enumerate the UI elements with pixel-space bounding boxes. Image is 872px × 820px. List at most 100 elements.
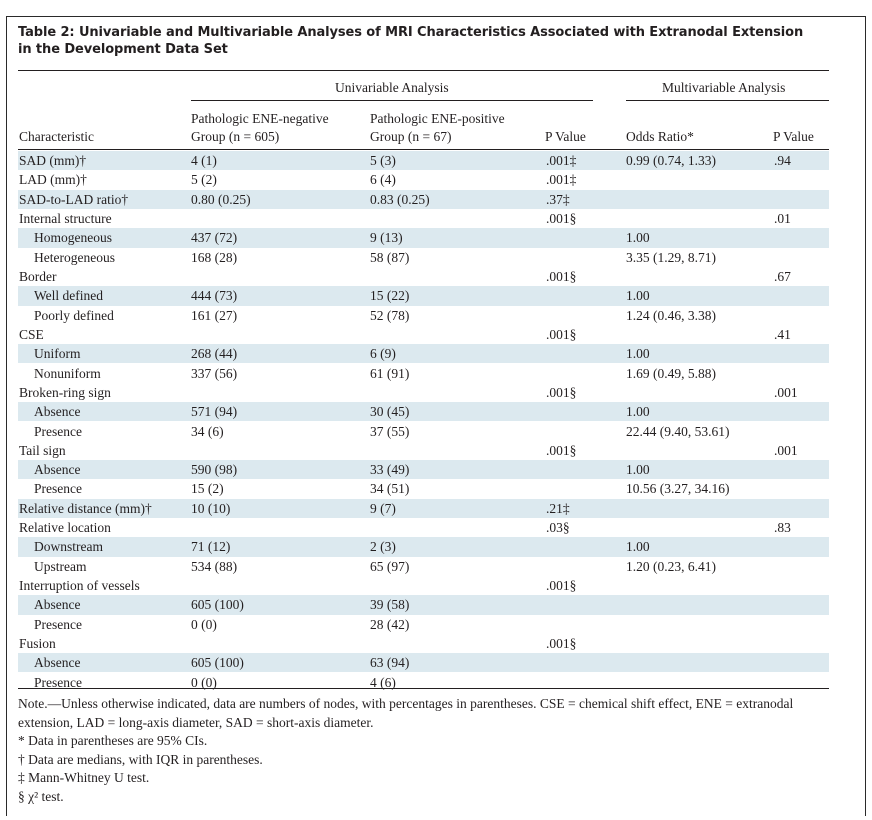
neg-group-cell: 0.80 (0.25): [191, 189, 370, 209]
characteristic-cell: Absence: [18, 653, 191, 673]
p-value-cell: [546, 248, 626, 267]
p-value-multi-cell: [774, 615, 829, 634]
neg-group-cell: 34 (6): [191, 423, 224, 439]
note-median: † Data are medians, with IQR in parenthe…: [18, 751, 263, 767]
neg-group-cell: [191, 518, 370, 537]
table-row: Relative distance (mm)† 10 (10) 9 (7) .21‡: [18, 498, 829, 518]
characteristic-cell: Poorly defined: [34, 307, 114, 323]
pos-group-cell: [370, 209, 546, 228]
neg-group-cell: 590 (98): [191, 460, 370, 480]
p-value-cell: .37‡: [546, 189, 626, 209]
note-main: Note.—Unless otherwise indicated, data a…: [18, 696, 794, 730]
neg-group-cell: 10 (10): [191, 498, 370, 518]
neg-group-cell: 534 (88): [191, 558, 238, 574]
neg-group-header: Pathologic ENE-negative Group (n = 605): [191, 110, 329, 146]
neg-group-cell: [191, 634, 370, 653]
neg-group-cell: [191, 267, 370, 286]
p-value-multi-header: P Value: [773, 129, 814, 144]
odds-ratio-cell: 1.69 (0.49, 5.88): [626, 365, 716, 381]
neg-group-cell: 571 (94): [191, 402, 370, 422]
p-value-multi-cell: [774, 653, 829, 673]
neg-group-cell: 605 (100): [191, 653, 370, 673]
p-value-multi-cell: .001: [774, 384, 798, 400]
odds-ratio-cell: 1.24 (0.46, 3.38): [626, 307, 716, 323]
odds-ratio-cell: 1.00: [626, 402, 774, 422]
multivariable-rule: [626, 100, 829, 101]
neg-group-cell: 605 (100): [191, 595, 370, 615]
neg-group-cell: 5 (2): [191, 172, 217, 188]
neg-group-cell: [191, 209, 370, 228]
p-value-cell: .001§: [546, 442, 577, 458]
p-value-cell: [546, 479, 626, 498]
table-row: Presence 0 (0) 4 (6): [18, 672, 829, 691]
odds-ratio-cell: [626, 189, 774, 209]
neg-group-cell: 0 (0): [191, 674, 217, 690]
results-table: SAD (mm)† 4 (1) 5 (3) .001‡ 0.99 (0.74, 1.33…: [18, 151, 829, 692]
table-row: Homogeneous 437 (72) 9 (13) 1.00: [18, 228, 829, 248]
neg-group-cell: 437 (72): [191, 228, 370, 248]
note-ci: * Data in parentheses are 95% CIs.: [18, 733, 208, 748]
odds-ratio-cell: [626, 615, 774, 634]
odds-ratio-cell: [626, 498, 774, 518]
p-value-cell: [546, 363, 626, 382]
odds-ratio-cell: 1.00: [626, 228, 774, 248]
neg-group-cell: 161 (27): [191, 307, 238, 323]
p-value-multi-cell: .001: [774, 442, 798, 458]
characteristic-cell: Border: [19, 269, 57, 285]
characteristic-cell: Nonuniform: [34, 365, 101, 381]
p-value-cell: .03§: [546, 520, 570, 536]
neg-group-cell: 4 (1): [191, 151, 370, 171]
characteristic-cell: Interruption of vessels: [19, 578, 140, 594]
table-row: Relative location .03§ .83: [18, 518, 829, 537]
table-row: Internal structure .001§ .01: [18, 209, 829, 228]
characteristic-cell: Homogeneous: [18, 228, 191, 248]
neg-group-cell: [191, 383, 370, 402]
characteristic-cell: LAD (mm)†: [19, 172, 87, 188]
pos-group-line1: Pathologic ENE-positive: [370, 111, 505, 126]
odds-ratio-cell: 3.35 (1.29, 8.71): [626, 249, 716, 265]
pos-group-cell: [370, 518, 546, 537]
pos-group-cell: 0.83 (0.25): [370, 189, 546, 209]
multivariable-header: Multivariable Analysis: [662, 80, 786, 95]
note-chi-square: § χ² test.: [18, 788, 64, 804]
characteristic-cell: Absence: [18, 595, 191, 615]
characteristic-cell: SAD (mm)†: [18, 151, 191, 171]
characteristic-cell: Tail sign: [19, 442, 66, 458]
p-value-multi-cell: [774, 402, 829, 422]
table-row: Absence 571 (94) 30 (45) 1.00: [18, 402, 829, 422]
p-value-cell: .21‡: [546, 498, 626, 518]
odds-ratio-cell: 1.00: [626, 460, 774, 480]
table-row: Heterogeneous 168 (28) 58 (87) 3.35 (1.29, …: [18, 248, 829, 267]
pos-group-cell: 65 (97): [370, 558, 410, 574]
p-value-multi-cell: [774, 479, 829, 498]
characteristic-cell: Absence: [18, 402, 191, 422]
p-value-cell: .001§: [546, 269, 577, 285]
pos-group-cell: 30 (45): [370, 402, 546, 422]
pos-group-cell: [370, 634, 546, 653]
table-row: Nonuniform 337 (56) 61 (91) 1.69 (0.49, 5.8…: [18, 363, 829, 382]
p-value-cell: [546, 537, 626, 557]
table-row: Poorly defined 161 (27) 52 (78) 1.24 (0.46,…: [18, 306, 829, 325]
univariable-rule: [191, 100, 593, 101]
neg-group-cell: 168 (28): [191, 249, 238, 265]
univariable-header: Univariable Analysis: [335, 80, 449, 95]
neg-group-cell: 71 (12): [191, 537, 370, 557]
p-value-cell: .001§: [546, 326, 577, 342]
note-mann-whitney: ‡ Mann-Whitney U test.: [18, 770, 150, 785]
pos-group-cell: [370, 267, 546, 286]
pos-group-cell: 9 (7): [370, 498, 546, 518]
characteristic-header: Characteristic: [19, 129, 94, 144]
characteristic-cell: Fusion: [19, 635, 56, 651]
table-row: Absence 590 (98) 33 (49) 1.00: [18, 460, 829, 480]
characteristic-cell: Relative location: [19, 520, 111, 536]
p-value-multi-cell: [774, 228, 829, 248]
p-value-cell: .001§: [546, 635, 577, 651]
pos-group-cell: 58 (87): [370, 249, 410, 265]
p-value-cell: [546, 460, 626, 480]
p-value-multi-cell: [774, 557, 829, 576]
pos-group-cell: [370, 441, 546, 460]
odds-ratio-cell: [626, 653, 774, 673]
pos-group-cell: 33 (49): [370, 460, 546, 480]
pos-group-header: Pathologic ENE-positive Group (n = 67): [370, 110, 505, 146]
p-value-multi-cell: [774, 170, 829, 189]
